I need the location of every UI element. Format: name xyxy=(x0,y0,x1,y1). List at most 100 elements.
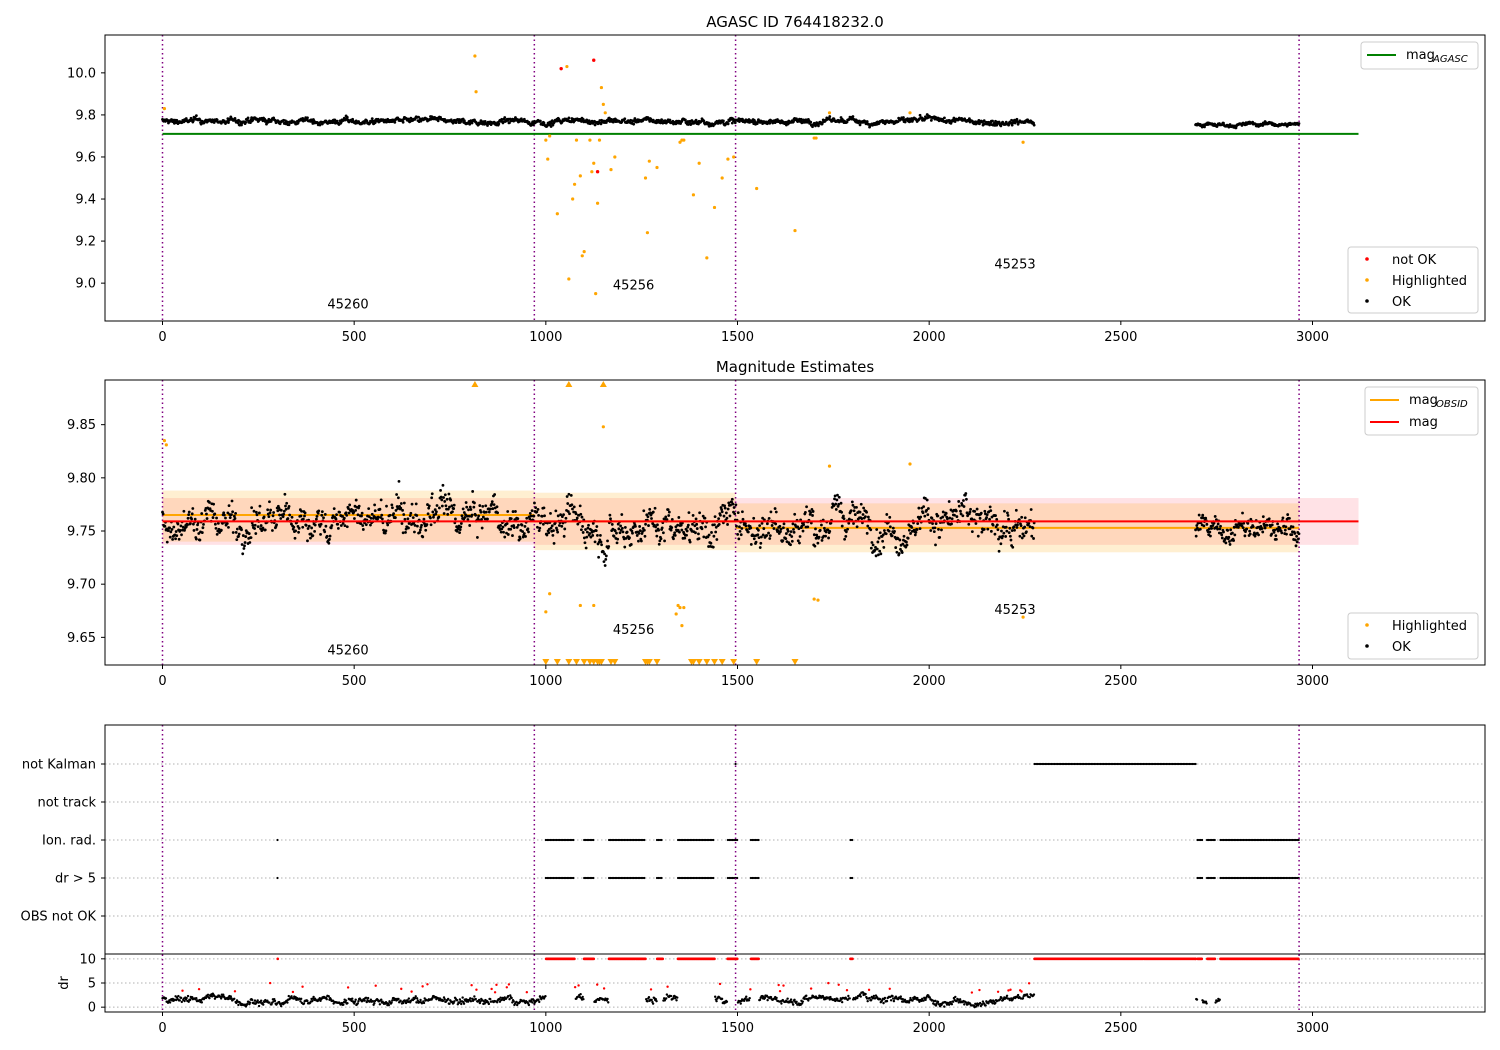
ok-point xyxy=(1290,533,1294,537)
ok-point xyxy=(834,507,838,511)
dr-point xyxy=(287,994,290,998)
ok-point xyxy=(858,123,862,127)
ok-point xyxy=(1030,534,1034,538)
ok-point xyxy=(744,524,748,528)
ok-point xyxy=(634,524,637,528)
dr-point xyxy=(655,999,658,1003)
y-tick-label: 9.70 xyxy=(67,578,96,593)
ok-point xyxy=(1210,527,1214,530)
ok-point xyxy=(384,529,388,533)
dr-point xyxy=(837,983,840,986)
ok-point xyxy=(357,504,361,508)
highlighted-point xyxy=(682,138,686,142)
ok-point xyxy=(249,121,252,124)
dr-point xyxy=(489,997,492,1001)
dr-point xyxy=(891,994,894,998)
dr-point xyxy=(864,992,867,996)
dr-point xyxy=(596,983,599,986)
ok-point xyxy=(921,511,925,515)
ok-point xyxy=(1270,523,1274,527)
ok-point xyxy=(835,498,839,502)
ok-point xyxy=(319,532,322,536)
ok-point xyxy=(567,116,571,120)
dr-point xyxy=(387,1003,391,1007)
ok-point xyxy=(583,541,587,545)
ok-point xyxy=(429,523,433,527)
dr-point xyxy=(473,995,476,998)
ok-point xyxy=(437,515,441,519)
ok-point xyxy=(847,517,851,521)
ok-point xyxy=(234,512,237,515)
ok-point xyxy=(672,537,675,541)
ok-point xyxy=(1227,535,1231,539)
ok-point xyxy=(526,527,530,531)
ok-point xyxy=(309,536,312,540)
ok-point xyxy=(723,504,726,508)
ok-point xyxy=(493,493,497,496)
ok-point xyxy=(1291,525,1295,529)
ok-point xyxy=(666,508,670,511)
ok-point xyxy=(582,536,586,540)
dr-point xyxy=(892,999,896,1003)
dr-point xyxy=(233,997,236,1001)
ok-point xyxy=(261,526,265,530)
ok-point xyxy=(757,528,760,532)
ok-point xyxy=(679,523,683,527)
dr-point xyxy=(512,1000,515,1003)
ok-point xyxy=(809,511,813,514)
ok-point xyxy=(191,507,195,510)
ok-point xyxy=(396,496,400,500)
ok-point xyxy=(954,509,958,513)
ok-point xyxy=(635,534,639,537)
ok-point xyxy=(452,503,456,507)
ok-point xyxy=(779,530,782,534)
ok-point xyxy=(190,517,194,521)
ok-point xyxy=(632,122,636,126)
flag-point xyxy=(572,876,575,880)
dr-point xyxy=(248,1001,252,1004)
ok-point xyxy=(593,540,597,544)
ok-point xyxy=(578,504,582,508)
ok-point xyxy=(655,534,659,538)
ok-point xyxy=(812,533,816,537)
ok-point xyxy=(175,534,179,538)
ok-point xyxy=(646,515,650,519)
ok-point xyxy=(621,530,625,534)
ok-point xyxy=(287,123,291,127)
ok-point xyxy=(503,116,507,119)
ok-point xyxy=(760,521,764,525)
dr-point xyxy=(493,991,497,994)
ok-point xyxy=(589,535,593,539)
ok-point xyxy=(275,523,278,527)
dr-point xyxy=(422,1001,426,1005)
ok-point xyxy=(271,514,275,518)
dr-point xyxy=(507,983,511,986)
ok-point xyxy=(827,536,830,540)
ok-point xyxy=(862,506,866,510)
ok-point xyxy=(318,524,322,528)
highlighted-point xyxy=(582,250,586,254)
ok-point xyxy=(418,530,422,534)
ok-point xyxy=(216,521,220,525)
panel-magnitude-title: Magnitude Estimates xyxy=(716,358,874,376)
ok-point xyxy=(317,509,321,513)
dr-point xyxy=(666,985,669,988)
ok-point xyxy=(916,522,920,526)
ok-point xyxy=(1208,530,1212,534)
ok-point xyxy=(1194,534,1198,538)
ok-point xyxy=(733,121,737,125)
flag-point xyxy=(757,876,760,880)
ok-point xyxy=(738,525,741,529)
dr-point xyxy=(346,986,350,989)
ok-point xyxy=(790,535,794,538)
dr-point xyxy=(720,997,724,1001)
ok-point xyxy=(189,522,192,525)
legend-box xyxy=(1347,246,1479,314)
ok-point xyxy=(232,514,236,518)
ok-point xyxy=(697,532,700,536)
ok-point xyxy=(529,514,533,518)
ok-point xyxy=(793,512,797,516)
ok-point xyxy=(370,512,374,516)
ok-point xyxy=(897,552,901,555)
